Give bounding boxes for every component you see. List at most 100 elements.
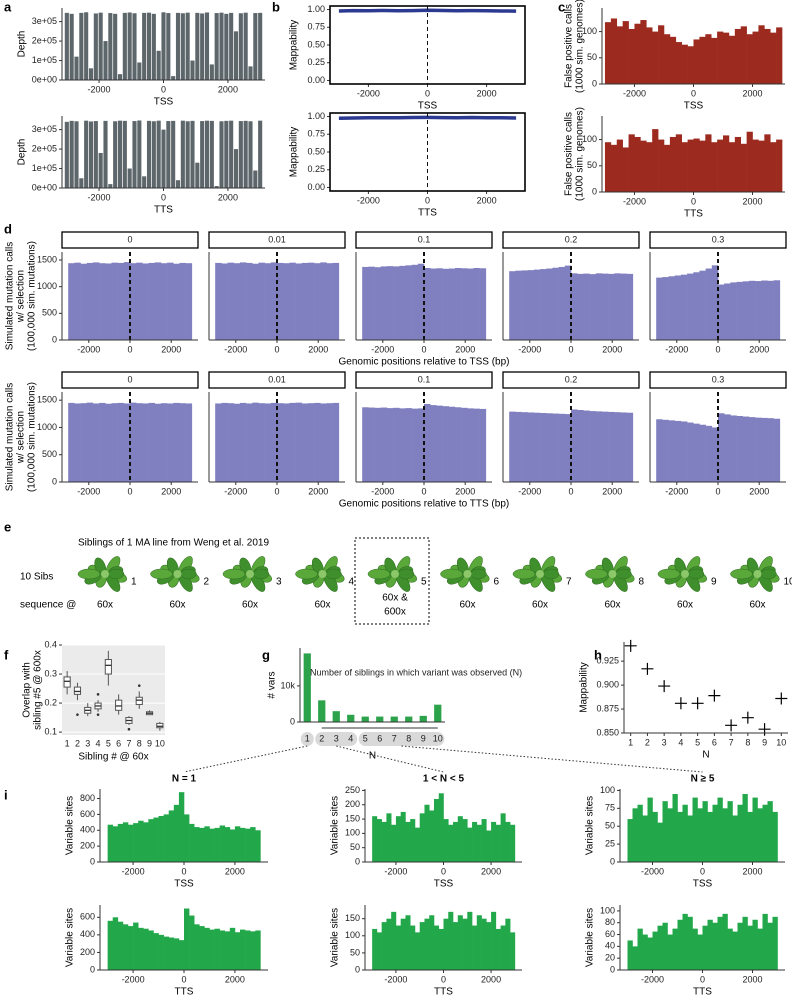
- histogram-bar: [707, 811, 713, 862]
- histogram-bar: [391, 824, 397, 862]
- x-tick-label: -2000: [77, 486, 100, 496]
- histogram-bar: [448, 268, 456, 340]
- depth-spike: [204, 120, 210, 188]
- histogram-bar: [143, 928, 149, 970]
- histogram-bar: [424, 268, 431, 340]
- histogram-bar: [214, 827, 220, 862]
- facet-label: 0.2: [565, 374, 578, 384]
- histogram-bar: [647, 797, 653, 862]
- histogram-bar: [668, 420, 676, 482]
- histogram-bar: [693, 138, 700, 192]
- x-tick-label: 3: [334, 733, 339, 743]
- x-tick-label: 2000: [218, 192, 238, 202]
- leaf: [398, 568, 415, 580]
- x-tick-label: 10: [155, 738, 165, 748]
- facet-strip: [208, 231, 346, 249]
- histogram-bar: [130, 263, 137, 340]
- histogram-bar: [173, 938, 180, 970]
- histogram-bar: [376, 932, 382, 970]
- leaf: [295, 568, 318, 580]
- histogram-bar: [307, 262, 315, 340]
- histogram-bar: [189, 823, 195, 862]
- histogram-bar: [326, 263, 333, 340]
- histogram-bar: [442, 268, 450, 340]
- histogram-bar: [429, 915, 435, 970]
- histogram-bar: [757, 808, 763, 862]
- histogram-bar: [705, 268, 713, 340]
- histogram-bar: [746, 131, 753, 192]
- histogram-bar: [495, 824, 501, 862]
- x-tick-label: 0: [715, 344, 720, 354]
- histogram-bar: [669, 136, 677, 192]
- histogram-bar: [776, 27, 783, 84]
- y-tick-label: 0.4: [44, 639, 57, 649]
- histogram-bar: [583, 410, 590, 482]
- y-tick-label: 0: [90, 856, 95, 866]
- histogram-bar: [564, 414, 572, 482]
- histogram-bar: [552, 413, 559, 482]
- y-tick-label: 0.00: [307, 75, 325, 85]
- histogram-bar: [642, 934, 648, 970]
- histogram-bar: [476, 824, 482, 862]
- histogram-bar: [130, 402, 137, 482]
- histogram-bar: [667, 934, 673, 970]
- histogram-bar: [405, 408, 412, 482]
- histogram-bar: [405, 265, 412, 340]
- histogram-bar: [652, 129, 659, 192]
- histogram-bar: [658, 139, 665, 192]
- histogram-bar: [675, 134, 682, 192]
- facet-strip: [502, 231, 640, 249]
- depth-spike: [117, 120, 123, 188]
- outlier: [76, 713, 79, 716]
- y-axis-label: Mappability: [579, 662, 590, 713]
- x-tick-label: -2000: [122, 974, 145, 984]
- panel-letter: f: [4, 647, 9, 662]
- histogram-bar: [362, 266, 369, 340]
- x-tick-label: 3: [662, 737, 667, 747]
- histogram-bar: [595, 273, 603, 340]
- y-tick-label: 150: [345, 813, 360, 823]
- x-tick-label: 9: [421, 733, 426, 743]
- histogram-bar: [92, 262, 100, 340]
- x-tick-label: -2000: [665, 486, 688, 496]
- histogram-bar: [712, 922, 718, 970]
- sibling-number: 6: [494, 577, 500, 588]
- depth-spike: [243, 120, 248, 188]
- x-tick-label: 5: [106, 738, 111, 748]
- facet-strip: [502, 371, 640, 389]
- leaf: [77, 568, 101, 580]
- depth-spike: [74, 56, 79, 80]
- plant: [657, 556, 707, 592]
- histogram-bar: [123, 403, 131, 482]
- sequence-label: sequence @: [20, 600, 76, 611]
- depth-spike: [98, 12, 103, 80]
- y-tick-label: 100: [345, 828, 360, 838]
- histogram-bar: [99, 402, 106, 482]
- histogram-bar: [136, 403, 143, 482]
- x-tick-label: -2000: [665, 344, 688, 354]
- histogram-bar: [448, 406, 456, 482]
- histogram-bar: [772, 916, 778, 970]
- histogram-bar: [658, 25, 665, 84]
- histogram-bar: [734, 136, 742, 192]
- histogram-bar: [764, 28, 771, 85]
- histogram-bar: [68, 402, 75, 482]
- histogram-bar: [491, 911, 497, 970]
- x-axis-label: TSS: [434, 879, 454, 890]
- histogram-bar: [707, 919, 713, 970]
- histogram-bar: [589, 274, 597, 340]
- y-tick-label: 100: [582, 26, 597, 36]
- y-tick-label: 0: [592, 186, 597, 196]
- histogram-bar: [652, 31, 659, 85]
- histogram-bar: [429, 810, 435, 862]
- coverage: 60x: [169, 600, 185, 611]
- histogram-bar: [368, 407, 375, 482]
- point: [624, 639, 637, 652]
- x-tick-label: 6: [712, 737, 717, 747]
- y-tick-label: 1500: [37, 395, 57, 405]
- y-tick-label: 0.875: [596, 703, 619, 713]
- histogram-bar: [722, 808, 728, 862]
- bar: [419, 715, 427, 722]
- panel-letter: g: [262, 647, 270, 662]
- histogram-bar: [727, 928, 733, 970]
